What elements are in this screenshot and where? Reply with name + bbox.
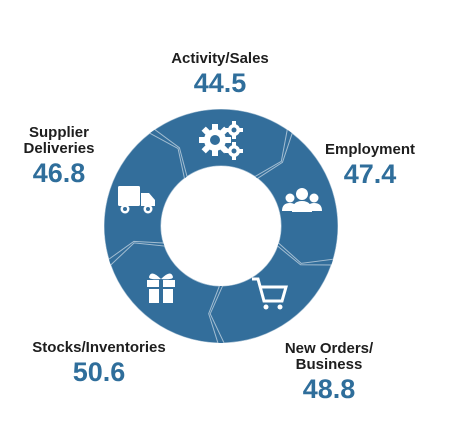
segment-employment — [256, 132, 339, 264]
supplier-line1: Supplier — [28, 124, 89, 141]
shopping-cart-icon — [252, 277, 288, 310]
activity-sales-name: Activity/Sales — [171, 50, 269, 67]
employment-value: 47.4 — [343, 159, 397, 189]
stocks-value: 50.6 — [72, 357, 126, 387]
people-group-icon — [282, 188, 322, 212]
supplier-line2: Deliveries — [23, 140, 95, 157]
new-orders-line2: Business — [295, 356, 363, 373]
supplier-value: 46.8 — [32, 158, 86, 188]
gift-box-icon — [147, 273, 175, 303]
delivery-truck-icon — [118, 186, 155, 214]
new-orders-line1: New Orders/ — [284, 340, 374, 357]
label-activity-sales: Activity/Sales 44.5 — [140, 50, 300, 98]
activity-sales-value: 44.5 — [193, 68, 247, 98]
employment-name: Employment — [324, 141, 415, 158]
label-employment: Employment 47.4 — [302, 141, 438, 189]
stocks-name: Stocks/Inventories — [32, 339, 166, 356]
segment-new-orders-business — [209, 245, 332, 344]
new-orders-value: 48.8 — [302, 374, 356, 404]
label-supplier-deliveries: Supplier Deliveries 46.8 — [4, 124, 114, 188]
label-stocks-inventories: Stocks/Inventories 50.6 — [6, 339, 192, 387]
gears-icon — [199, 121, 243, 160]
label-new-orders-business: New Orders/ Business 48.8 — [258, 340, 400, 404]
